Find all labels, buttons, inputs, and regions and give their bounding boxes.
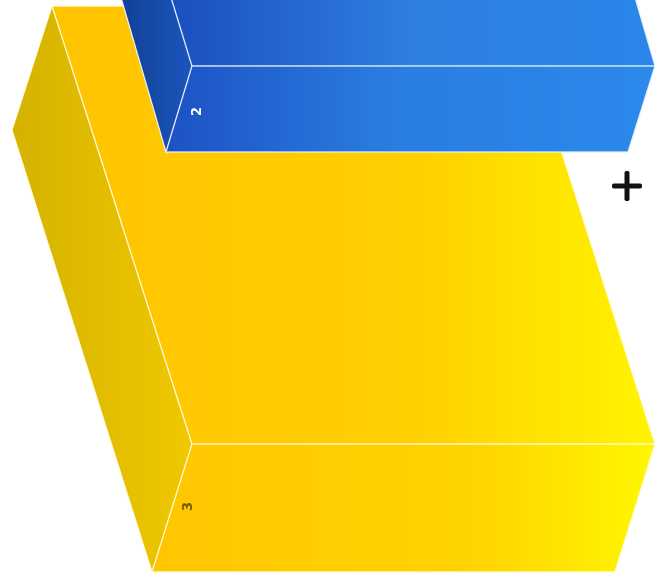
block-2-top-face bbox=[171, 0, 655, 67]
add-block-button[interactable] bbox=[606, 164, 650, 208]
block-3-label: 3 bbox=[181, 502, 196, 511]
block-3-front-face bbox=[151, 443, 655, 573]
block-2-label: 2 bbox=[190, 107, 205, 116]
block-2[interactable]: 2 bbox=[120, 0, 655, 155]
block-2-front-face bbox=[165, 65, 655, 153]
plus-icon bbox=[610, 169, 644, 203]
